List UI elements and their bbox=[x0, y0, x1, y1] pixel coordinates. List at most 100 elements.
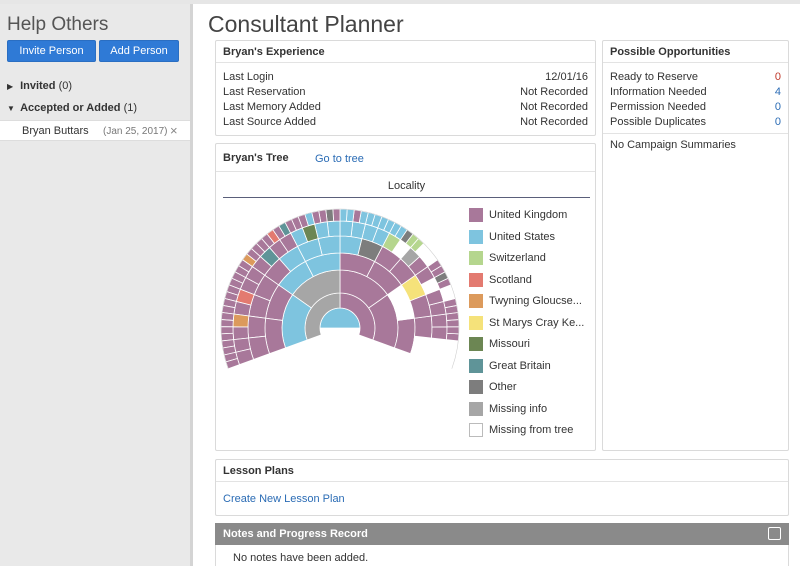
triangle-down-icon: ▼ bbox=[7, 104, 15, 113]
experience-row-label: Last Memory Added bbox=[223, 101, 321, 113]
legend-swatch bbox=[469, 423, 483, 437]
fan-segment bbox=[220, 312, 235, 321]
legend-swatch bbox=[469, 273, 483, 287]
legend-label: Missouri bbox=[489, 338, 530, 350]
divider bbox=[603, 133, 788, 134]
fan-segment bbox=[339, 208, 348, 222]
notes-header: Notes and Progress Record bbox=[215, 523, 789, 545]
experience-row-value: Not Recorded bbox=[520, 86, 588, 98]
experience-row-value: Not Recorded bbox=[520, 116, 588, 128]
experience-row: Last Reservation Not Recorded bbox=[223, 86, 588, 101]
opportunity-row[interactable]: Permission Needed 0 bbox=[610, 101, 781, 116]
legend-label: St Marys Cray Ke... bbox=[489, 317, 585, 329]
opportunity-count[interactable]: 0 bbox=[774, 116, 781, 128]
invited-count: (0) bbox=[58, 80, 73, 92]
experience-title: Bryan's Experience bbox=[216, 41, 595, 63]
opportunity-count[interactable]: 4 bbox=[774, 86, 781, 98]
legend-swatch bbox=[469, 402, 483, 416]
fan-segment bbox=[339, 235, 363, 256]
experience-card: Bryan's Experience Last Login 12/01/16 L… bbox=[215, 40, 596, 136]
campaign-summaries-text: No Campaign Summaries bbox=[610, 139, 736, 151]
top-strip bbox=[0, 0, 800, 4]
legend-swatch bbox=[469, 208, 483, 222]
notes-empty-text: No notes have been added. bbox=[233, 552, 369, 564]
opportunity-label: Ready to Reserve bbox=[610, 71, 699, 83]
fan-segment bbox=[220, 319, 234, 328]
page-title: Consultant Planner bbox=[208, 11, 404, 37]
legend-swatch bbox=[469, 251, 483, 265]
tree-title: Bryan's Tree bbox=[223, 152, 289, 164]
experience-row: Last Memory Added Not Recorded bbox=[223, 101, 588, 116]
fan-segment bbox=[247, 315, 267, 339]
fan-segment bbox=[332, 208, 341, 222]
experience-row-label: Last Source Added bbox=[223, 116, 316, 128]
accepted-section-toggle[interactable]: ▼ Accepted or Added (1) bbox=[7, 102, 137, 114]
lesson-plans-title: Lesson Plans bbox=[216, 460, 788, 482]
fan-segment bbox=[339, 220, 354, 238]
person-row[interactable]: Bryan Buttars (Jan 25, 2017) × bbox=[0, 120, 190, 141]
legend-label: Other bbox=[489, 381, 517, 393]
legend-swatch bbox=[469, 359, 483, 373]
legend-label: Great Britain bbox=[489, 360, 551, 372]
fan-segment bbox=[446, 326, 460, 335]
experience-row: Last Source Added Not Recorded bbox=[223, 116, 588, 131]
notes-body: No notes have been added. bbox=[215, 545, 789, 566]
opportunities-card: Possible Opportunities Ready to Reserve … bbox=[602, 40, 789, 451]
go-to-tree-link[interactable]: Go to tree bbox=[315, 153, 364, 165]
sidebar-divider bbox=[190, 4, 193, 566]
legend-label: United Kingdom bbox=[489, 209, 568, 221]
tree-header: Bryan's Tree Go to tree bbox=[216, 144, 595, 172]
opportunity-row[interactable]: Information Needed 4 bbox=[610, 86, 781, 101]
experience-row-label: Last Reservation bbox=[223, 86, 306, 98]
legend-swatch bbox=[469, 294, 483, 308]
create-lesson-plan-link[interactable]: Create New Lesson Plan bbox=[223, 493, 345, 505]
legend-swatch bbox=[469, 230, 483, 244]
opportunity-label: Possible Duplicates bbox=[610, 116, 706, 128]
fan-segment bbox=[413, 315, 433, 339]
invite-person-button[interactable]: Invite Person bbox=[7, 40, 96, 62]
add-person-button[interactable]: Add Person bbox=[99, 40, 179, 62]
opportunity-row[interactable]: Possible Duplicates 0 bbox=[610, 116, 781, 131]
lesson-plans-card: Lesson Plans Create New Lesson Plan bbox=[215, 459, 789, 516]
opportunity-row[interactable]: Ready to Reserve 0 bbox=[610, 71, 781, 86]
fan-segment bbox=[232, 326, 249, 341]
fan-segment bbox=[445, 332, 460, 342]
fan-segment bbox=[345, 208, 355, 223]
invited-section-toggle[interactable]: ▶ Invited (0) bbox=[7, 80, 72, 92]
opportunity-label: Permission Needed bbox=[610, 101, 706, 113]
triangle-right-icon: ▶ bbox=[7, 82, 14, 91]
accepted-count: (1) bbox=[123, 102, 138, 114]
legend-label: Missing from tree bbox=[489, 424, 574, 436]
person-date: (Jan 25, 2017) bbox=[103, 126, 168, 137]
opportunity-count[interactable]: 0 bbox=[774, 71, 781, 83]
fan-outline bbox=[220, 208, 460, 369]
experience-row-value: 12/01/16 bbox=[545, 71, 588, 83]
legend-label: Twyning Gloucse... bbox=[489, 295, 582, 307]
legend-label: Missing info bbox=[489, 403, 548, 415]
opportunity-label: Information Needed bbox=[610, 86, 707, 98]
edit-note-icon[interactable] bbox=[768, 527, 781, 540]
accepted-label: Accepted or Added bbox=[20, 102, 121, 114]
legend-swatch bbox=[469, 337, 483, 351]
legend-swatch bbox=[469, 316, 483, 330]
experience-row-label: Last Login bbox=[223, 71, 274, 83]
fan-segment bbox=[431, 326, 448, 341]
sidebar bbox=[0, 4, 190, 566]
fan-segment bbox=[220, 326, 234, 335]
remove-person-icon[interactable]: × bbox=[170, 123, 178, 138]
notes-title: Notes and Progress Record bbox=[223, 528, 368, 540]
legend-label: Scotland bbox=[489, 274, 532, 286]
legend-label: Switzerland bbox=[489, 252, 546, 264]
legend-label: United States bbox=[489, 231, 556, 243]
sidebar-title: Help Others bbox=[7, 14, 109, 35]
locality-view-selector[interactable]: Locality bbox=[223, 178, 590, 198]
opportunity-count[interactable]: 0 bbox=[774, 101, 781, 113]
fan-segment bbox=[232, 313, 250, 328]
experience-row: Last Login 12/01/16 bbox=[223, 71, 588, 86]
legend-swatch bbox=[469, 380, 483, 394]
fan-segment bbox=[326, 220, 341, 238]
experience-row-value: Not Recorded bbox=[520, 101, 588, 113]
person-name: Bryan Buttars bbox=[22, 125, 89, 137]
opportunities-title: Possible Opportunities bbox=[603, 41, 788, 63]
